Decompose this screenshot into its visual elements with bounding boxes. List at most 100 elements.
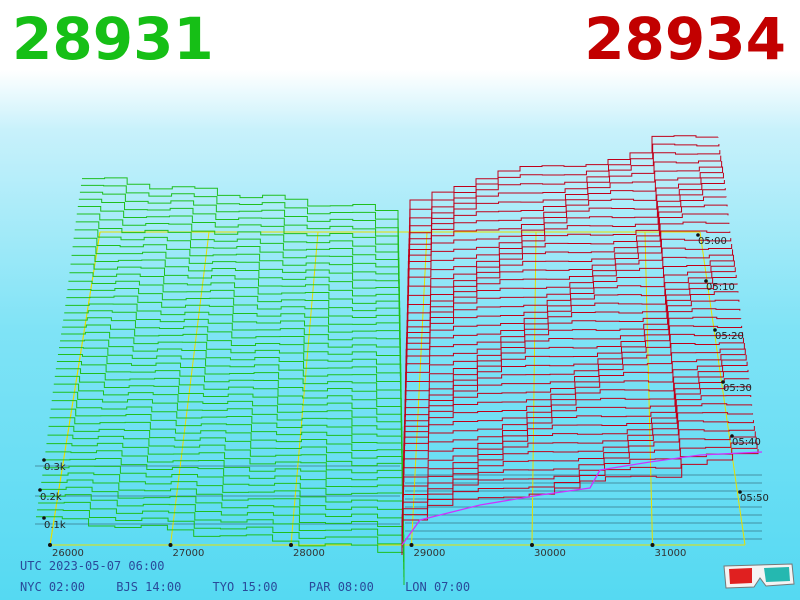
time-tick-label: 05:40 — [732, 437, 761, 448]
bid-depth-curve — [50, 408, 403, 477]
ask-depth-curve — [405, 299, 740, 403]
ask-depth-curve — [405, 283, 738, 388]
ask-depth-curve — [403, 354, 747, 461]
grid-line — [170, 231, 210, 546]
bid-depth-curve — [53, 383, 403, 454]
bid-depth-curve — [36, 516, 405, 585]
ask-price: 28934 — [584, 5, 786, 73]
bid-depth-curve — [45, 450, 404, 516]
tick-marker — [409, 543, 414, 547]
bid-depth-curve — [41, 479, 404, 547]
ask-depth-curve — [406, 254, 734, 359]
ask-depth-curve — [405, 274, 737, 381]
tick-marker — [696, 233, 700, 237]
ask-depth-curve — [404, 343, 745, 446]
ask-depth-curve — [408, 172, 724, 279]
grid-line — [49, 231, 101, 546]
tick-marker — [721, 380, 725, 384]
x-tick-label: 26000 — [52, 548, 84, 559]
grid-lines — [49, 231, 746, 546]
ask-depth-curve — [403, 386, 751, 490]
bid-depth-curve — [73, 237, 400, 307]
ask-depth-curve — [406, 238, 732, 337]
ask-depth-curve — [402, 412, 754, 512]
ask-depth-curve — [403, 361, 748, 468]
time-tick-label: 05:20 — [715, 331, 744, 342]
current-depth-line — [401, 451, 763, 546]
time-tick-label: 05:00 — [698, 236, 727, 247]
ask-depth-curve — [408, 160, 723, 265]
bid-depth-curve — [57, 353, 402, 423]
ask-depth-curve — [409, 143, 720, 243]
ask-depth-curve — [401, 442, 758, 548]
ask-depth-curve — [407, 213, 729, 315]
bid-depth-curve — [61, 331, 402, 400]
bid-depth-curve — [64, 310, 401, 377]
bid-depth-curve — [47, 434, 403, 500]
bid-depth-curve — [49, 417, 403, 485]
bid-depth-curve — [39, 494, 405, 562]
ask-depth-curve — [404, 316, 742, 417]
axis-labels: 26000 27000 28000 29000 30000 31000 0.3k 0.2k 0.… — [38, 233, 769, 559]
ask-depth-curve — [402, 431, 756, 534]
bid-depth-curve — [80, 184, 399, 253]
bid-depth-curve — [67, 288, 401, 354]
bid-depth-curve — [74, 229, 400, 300]
tick-marker — [38, 488, 42, 492]
tick-marker — [738, 490, 742, 494]
3d-glasses-icon[interactable] — [722, 558, 796, 592]
bid-depth-curve — [71, 254, 400, 323]
bid-depth-curve — [46, 442, 404, 508]
ask-depth-curve — [401, 436, 757, 541]
grid-line — [411, 231, 428, 546]
tick-marker — [289, 543, 293, 547]
ask-depth-curve — [406, 267, 736, 374]
bid-depth-curve — [77, 206, 400, 276]
ask-depth-curve — [404, 332, 744, 432]
ask-depth-curve — [401, 449, 759, 555]
ask-depth-curve — [402, 403, 753, 505]
bid-depth-curve — [54, 375, 403, 446]
ask-depth-curve — [403, 378, 750, 483]
ask-depth-curve — [407, 221, 730, 323]
bid-depth-curve — [51, 400, 403, 470]
bid-depth-curve — [44, 457, 404, 524]
ask-depth-curve — [403, 369, 749, 475]
bid-depth-curve — [59, 347, 402, 415]
tick-marker — [713, 328, 717, 332]
ask-depth-curve — [406, 249, 734, 352]
ask-depth-curve — [402, 426, 755, 526]
ask-depth-curve — [407, 204, 728, 308]
x-tick-label: 28000 — [293, 548, 325, 559]
bid-depth-curve — [63, 317, 401, 385]
city-time: PAR 08:00 — [308, 580, 374, 594]
ask-depth-curve — [404, 325, 743, 425]
ask-depth-curve — [402, 420, 754, 519]
ask-depth-curve — [408, 188, 726, 294]
y-tick-label: 0.3k — [44, 462, 66, 473]
x-tick-label: 29000 — [414, 548, 446, 559]
level-lines — [35, 465, 762, 540]
bid-depth-curve — [69, 272, 401, 338]
y-tick-label: 0.1k — [44, 520, 66, 531]
tick-marker — [42, 458, 46, 462]
y-tick-label: 0.2k — [40, 492, 62, 503]
bid-depth-curve — [52, 391, 403, 462]
tick-marker — [650, 543, 655, 547]
bid-depth-curve — [37, 509, 405, 578]
ask-depth-curve — [407, 196, 727, 301]
ask-depth-curve — [408, 166, 724, 272]
ask-depth-curve — [409, 150, 721, 250]
bid-depth-curve — [55, 368, 402, 439]
bid-depth-curve — [72, 246, 400, 315]
ask-depth-curve — [402, 395, 752, 497]
x-tick-label: 31000 — [655, 548, 687, 559]
bid-depth-curve — [62, 324, 402, 392]
time-tick-label: 05:50 — [740, 493, 769, 504]
bid-depth-curve — [79, 191, 399, 261]
grid-line — [290, 231, 319, 546]
city-time: TYO 15:00 — [212, 580, 278, 594]
bid-depth-curve — [75, 221, 400, 292]
ask-depth-curve — [405, 308, 741, 410]
grid-line — [531, 231, 537, 546]
